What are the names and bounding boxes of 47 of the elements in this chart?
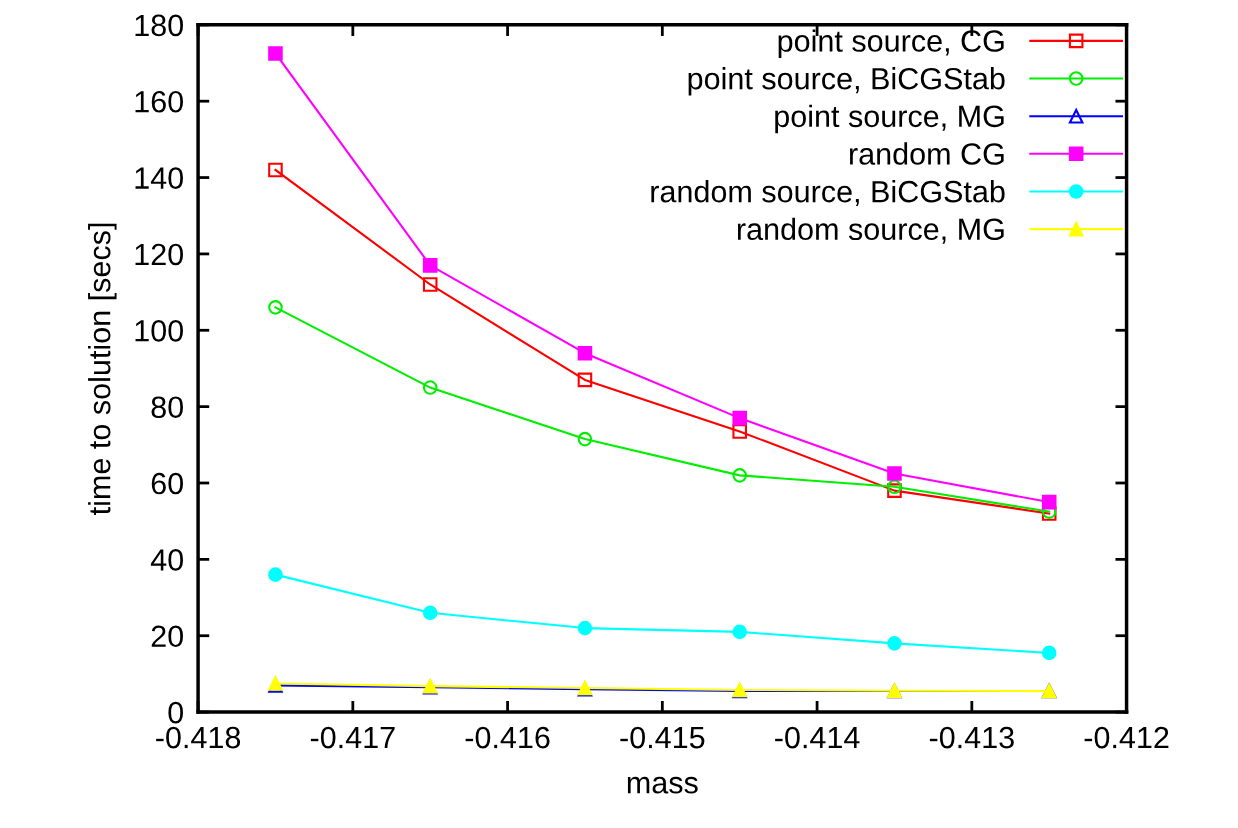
legend-label: random source, BiCGStab <box>651 180 1005 207</box>
point <box>732 424 747 439</box>
y-tick-label: 100 <box>135 320 183 342</box>
x-tick-label: -0.417 <box>310 726 395 749</box>
x-tick-label: -0.415 <box>620 726 705 749</box>
x-tick-label: -0.414 <box>775 726 860 749</box>
point <box>732 410 747 426</box>
point <box>887 483 902 498</box>
y-tick-label: 20 <box>151 625 183 648</box>
legend-label: point source, MG <box>775 104 1004 134</box>
point <box>422 277 438 292</box>
point <box>1041 645 1057 661</box>
point <box>268 567 283 582</box>
x-tick-label: -0.413 <box>929 726 1014 749</box>
x-tick-label: -0.412 <box>1084 726 1169 749</box>
y-tick-label: 0 <box>168 701 183 724</box>
y-tick-label: 160 <box>135 90 183 113</box>
point <box>577 372 593 388</box>
point <box>887 636 902 651</box>
y-tick-label: 80 <box>151 396 183 419</box>
point <box>732 468 747 483</box>
point <box>887 466 902 481</box>
y-tick-label: 180 <box>135 14 183 37</box>
x-tick-label: -0.416 <box>465 726 550 749</box>
point <box>422 380 438 395</box>
point <box>268 46 283 61</box>
point <box>268 162 283 178</box>
point <box>887 479 902 495</box>
point <box>268 300 283 315</box>
point <box>732 624 747 640</box>
y-tick-label: 40 <box>150 549 183 571</box>
y-tick-label: 120 <box>135 243 183 266</box>
x-tick-label: -0.418 <box>156 726 241 749</box>
point <box>422 605 438 621</box>
x-axis-title: mass <box>627 776 698 794</box>
y-tick-label: 60 <box>151 472 183 495</box>
legend-label: point source, BiCGStab <box>688 67 1005 96</box>
legend-label: random CG <box>850 142 1004 165</box>
point <box>1041 494 1057 510</box>
y-tick-label: 140 <box>135 167 183 189</box>
point <box>577 620 593 636</box>
point <box>577 431 593 447</box>
point <box>577 345 593 361</box>
y-axis-title: time to solution [secs] <box>88 223 117 515</box>
legend-label: random source, MG <box>737 217 1004 244</box>
point <box>422 258 438 273</box>
legend-label: point source, CG <box>778 29 1004 58</box>
